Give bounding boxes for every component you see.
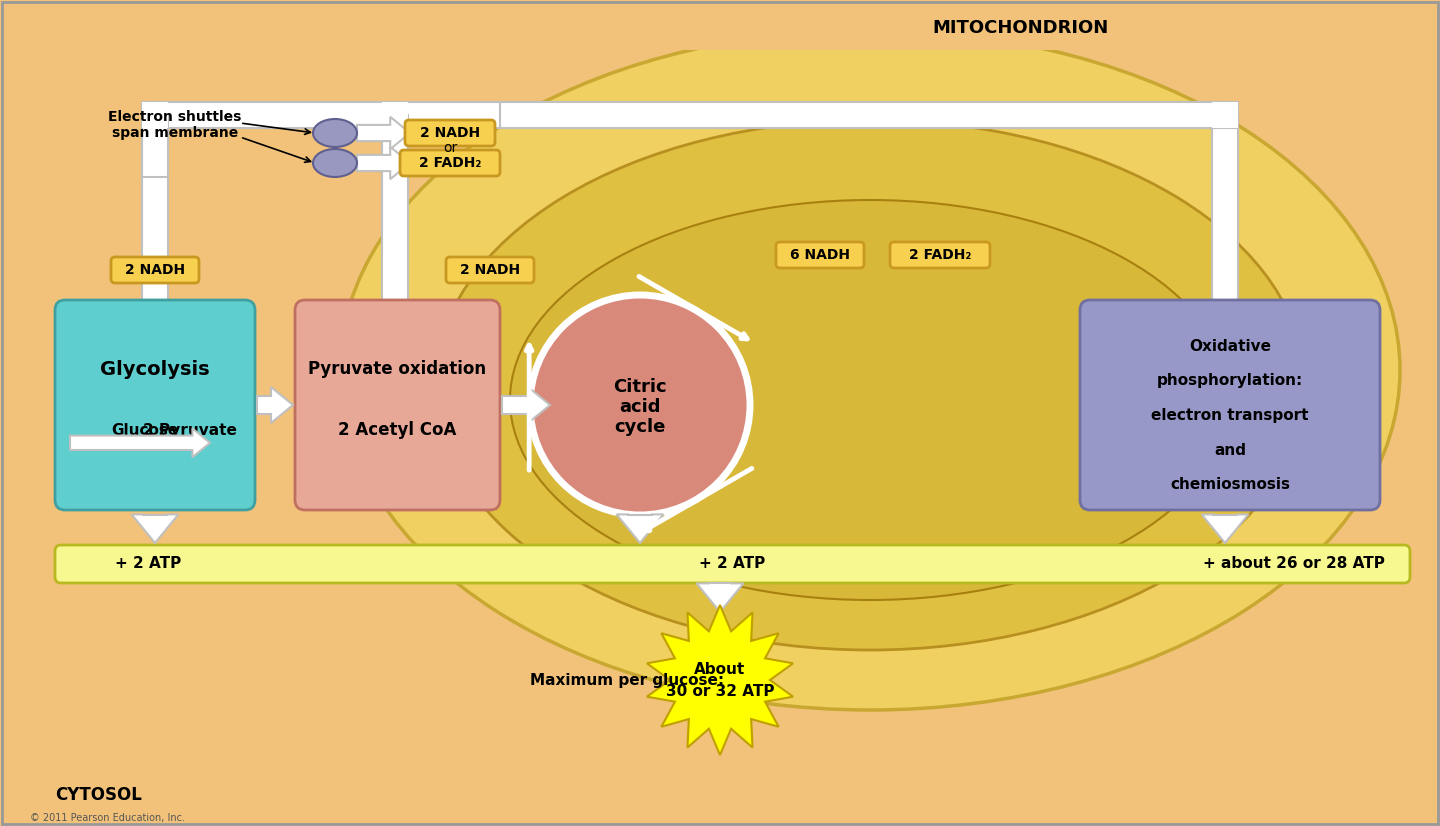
Text: CYTOSOL: CYTOSOL xyxy=(55,786,143,804)
Bar xyxy=(500,102,1238,128)
Text: + about 26 or 28 ATP: + about 26 or 28 ATP xyxy=(1204,557,1385,572)
Text: chemiosmosis: chemiosmosis xyxy=(1169,477,1290,492)
FancyBboxPatch shape xyxy=(295,300,500,510)
Text: 2 NADH: 2 NADH xyxy=(420,126,480,140)
Polygon shape xyxy=(616,515,664,543)
Bar xyxy=(1212,115,1238,300)
Text: Citric: Citric xyxy=(613,378,667,396)
FancyBboxPatch shape xyxy=(1080,300,1380,510)
Text: Oxidative: Oxidative xyxy=(1189,339,1272,354)
Polygon shape xyxy=(256,387,292,423)
Bar xyxy=(143,102,168,128)
Bar xyxy=(1212,102,1238,128)
Circle shape xyxy=(530,295,750,515)
Bar xyxy=(0,0,1440,50)
Text: 2 FADH₂: 2 FADH₂ xyxy=(419,156,481,170)
Bar xyxy=(156,102,1225,128)
Text: Electron shuttles
span membrane: Electron shuttles span membrane xyxy=(108,110,242,140)
FancyBboxPatch shape xyxy=(446,257,534,283)
Text: acid: acid xyxy=(619,398,661,416)
Text: + 2 ATP: + 2 ATP xyxy=(700,557,766,572)
Text: Pyruvate oxidation: Pyruvate oxidation xyxy=(308,360,487,378)
Text: 2 Acetyl CoA: 2 Acetyl CoA xyxy=(338,421,456,439)
FancyBboxPatch shape xyxy=(400,150,500,176)
Text: About: About xyxy=(694,662,746,677)
FancyBboxPatch shape xyxy=(776,242,864,268)
Bar xyxy=(0,0,279,826)
Bar xyxy=(382,115,408,300)
Text: MITOCHONDRION: MITOCHONDRION xyxy=(932,19,1109,37)
Text: 30 or 32 ATP: 30 or 32 ATP xyxy=(665,685,775,700)
Ellipse shape xyxy=(312,149,357,177)
FancyBboxPatch shape xyxy=(111,257,199,283)
Text: 2 FADH₂: 2 FADH₂ xyxy=(909,248,971,262)
Text: Glycolysis: Glycolysis xyxy=(101,360,210,379)
Ellipse shape xyxy=(340,30,1400,710)
Bar xyxy=(143,102,400,128)
Text: 6 NADH: 6 NADH xyxy=(791,248,850,262)
Text: + 2 ATP: + 2 ATP xyxy=(115,557,181,572)
Text: Glucose: Glucose xyxy=(111,423,179,438)
Polygon shape xyxy=(1201,515,1248,543)
Text: 2 NADH: 2 NADH xyxy=(459,263,520,277)
Text: electron transport: electron transport xyxy=(1151,408,1309,423)
FancyBboxPatch shape xyxy=(55,545,1410,583)
FancyBboxPatch shape xyxy=(890,242,991,268)
Bar xyxy=(626,300,652,520)
Text: © 2011 Pearson Education, Inc.: © 2011 Pearson Education, Inc. xyxy=(30,813,184,823)
Text: cycle: cycle xyxy=(615,418,665,436)
Text: 2 NADH: 2 NADH xyxy=(125,263,186,277)
FancyBboxPatch shape xyxy=(405,120,495,146)
Polygon shape xyxy=(357,147,410,179)
Text: 2 Pyruvate: 2 Pyruvate xyxy=(143,423,238,438)
Text: and: and xyxy=(1214,443,1246,458)
Polygon shape xyxy=(647,605,793,755)
Polygon shape xyxy=(357,116,410,150)
Polygon shape xyxy=(131,515,179,543)
FancyBboxPatch shape xyxy=(55,300,255,510)
Polygon shape xyxy=(503,387,550,423)
Ellipse shape xyxy=(510,200,1230,600)
Bar xyxy=(143,115,168,177)
Polygon shape xyxy=(697,583,743,612)
Polygon shape xyxy=(71,429,210,458)
Bar xyxy=(143,115,168,300)
Text: Maximum per glucose:: Maximum per glucose: xyxy=(530,672,724,687)
Text: phosphorylation:: phosphorylation: xyxy=(1156,373,1303,388)
Ellipse shape xyxy=(312,119,357,147)
Text: or: or xyxy=(444,141,456,155)
Ellipse shape xyxy=(435,120,1305,650)
Bar xyxy=(382,102,408,128)
